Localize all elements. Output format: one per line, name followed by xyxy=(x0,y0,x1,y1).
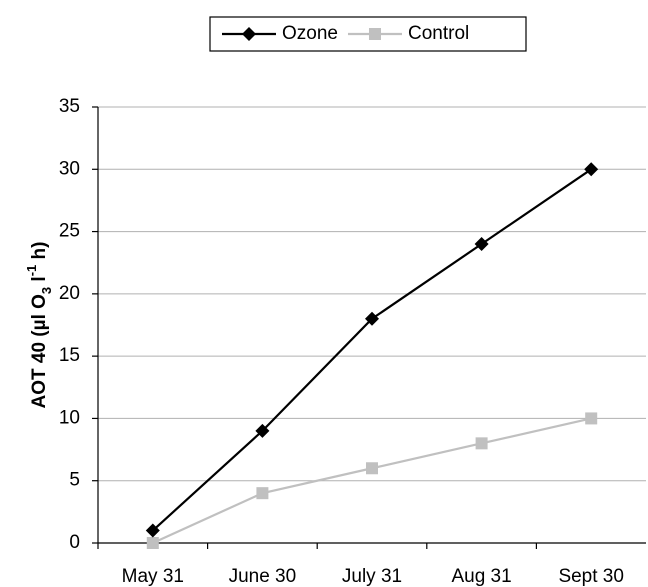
y-tick-label: 35 xyxy=(59,96,80,117)
marker xyxy=(242,27,256,41)
marker xyxy=(584,162,599,177)
y-tick-label: 20 xyxy=(59,283,80,304)
marker xyxy=(145,523,160,538)
marker xyxy=(475,437,488,450)
marker xyxy=(146,537,159,549)
marker xyxy=(368,28,381,40)
x-tick-label: Sept 30 xyxy=(558,566,624,587)
marker xyxy=(366,462,378,475)
y-tick-label: 5 xyxy=(69,470,80,491)
marker xyxy=(255,423,270,438)
x-tick-label: July 31 xyxy=(342,566,402,587)
y-axis-label-part: AOT 40 (µl O xyxy=(29,294,50,408)
marker xyxy=(585,412,598,425)
y-axis-label-part: -1 xyxy=(24,265,39,277)
legend-label: Ozone xyxy=(282,23,338,44)
x-tick-label: Aug 31 xyxy=(451,566,511,587)
y-axis-label-part: h) xyxy=(29,242,50,265)
x-tick-label: June 30 xyxy=(229,566,297,587)
legend-label: Control xyxy=(408,23,469,44)
y-axis-label-part: 3 xyxy=(39,287,54,294)
legend: Ozone Control xyxy=(222,23,469,44)
marker xyxy=(474,237,489,252)
x-tick-label: May 31 xyxy=(122,566,184,587)
y-axis-label: AOT 40 (µl O3 l-1 h) xyxy=(24,242,54,409)
y-tick-label: 10 xyxy=(59,407,80,428)
y-axis-label-part: l xyxy=(29,276,50,287)
y-tick-label: 30 xyxy=(59,158,80,179)
series-line xyxy=(152,168,592,532)
y-tick-label: 25 xyxy=(59,221,80,242)
y-tick-label: 15 xyxy=(59,345,80,366)
marker xyxy=(256,487,269,500)
marker xyxy=(365,311,379,326)
y-tick-label: 0 xyxy=(69,532,80,553)
